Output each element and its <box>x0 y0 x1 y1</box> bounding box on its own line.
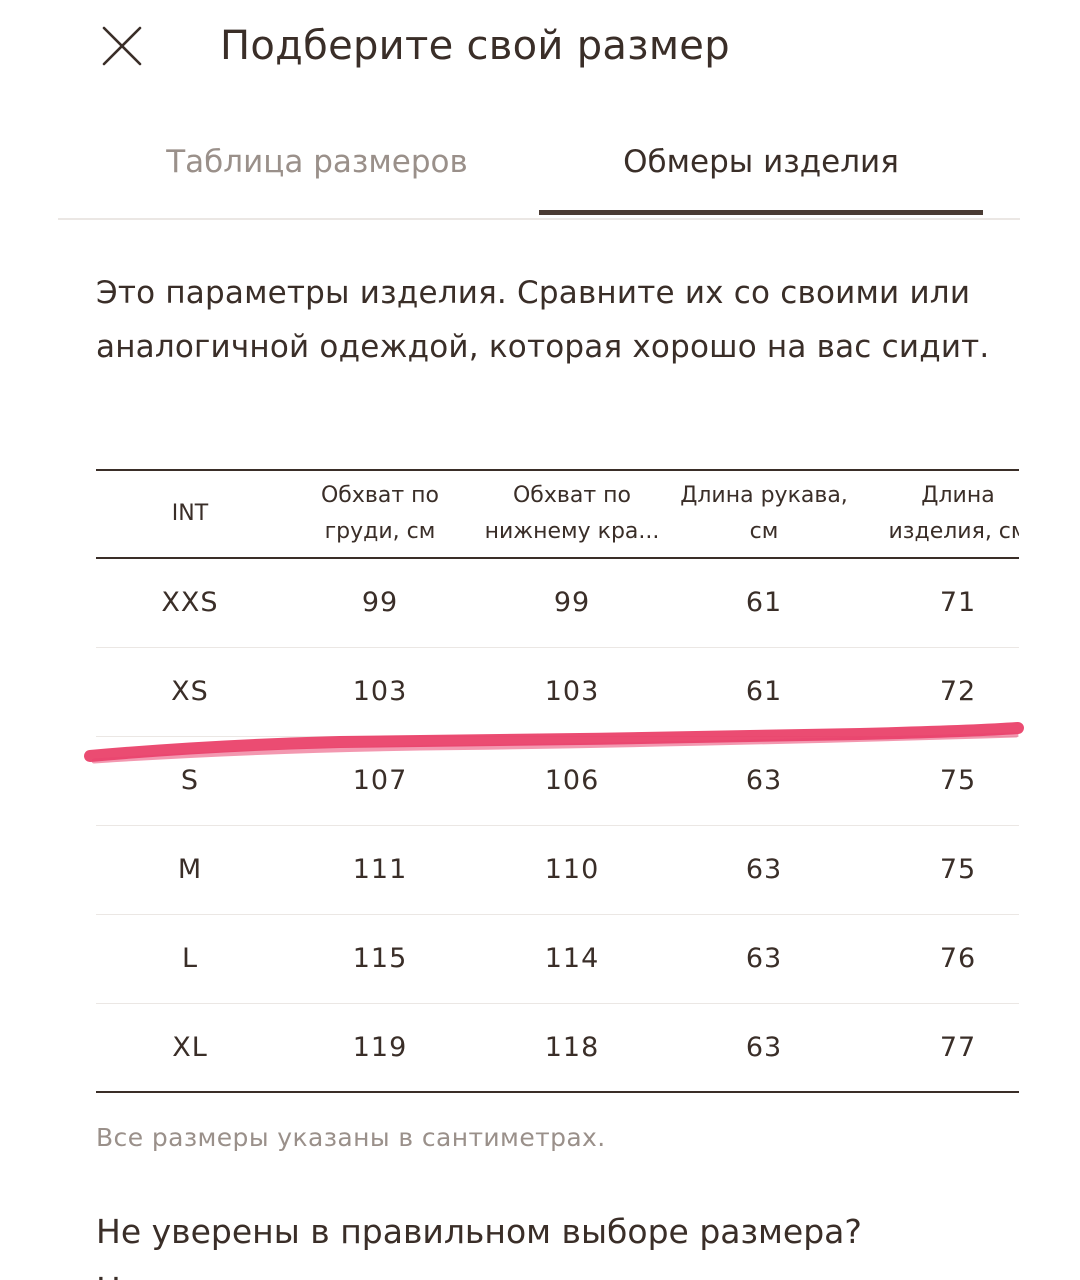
tab-bar: Таблица размеров Обмеры изделия <box>58 130 1020 220</box>
table-row: M 111 110 63 75 <box>96 825 1019 914</box>
header-chest: Обхват по груди, см <box>320 483 439 544</box>
cell-chest: 107 <box>352 765 408 796</box>
cell-chest: 111 <box>352 854 408 885</box>
cell-length: 75 <box>939 765 977 796</box>
truncated-text: Н <box>96 1266 126 1280</box>
cell-chest: 119 <box>352 1031 408 1063</box>
cell-length: 71 <box>939 587 977 619</box>
cell-sleeve: 63 <box>745 765 783 796</box>
description-text: Это параметры изделия. Сравните их со св… <box>96 275 990 365</box>
table-row: XS 103 103 61 72 <box>96 647 1019 736</box>
cell-size: S <box>180 765 200 796</box>
cell-chest: 103 <box>352 676 408 707</box>
table-row: S 107 106 63 75 <box>96 736 1019 825</box>
table-row: XXS 99 99 61 71 <box>96 558 1019 647</box>
cell-size: XXS <box>161 587 219 619</box>
table-row: L 115 114 63 76 <box>96 914 1019 1003</box>
table-header-row: INT Обхват по груди, см Обхват по нижнему … <box>96 470 1019 558</box>
cell-length: 76 <box>939 943 977 974</box>
cell-sleeve: 63 <box>745 943 783 974</box>
table-row: XL 119 118 63 77 <box>96 1003 1019 1092</box>
cell-sleeve: 61 <box>745 676 783 707</box>
active-tab-indicator <box>539 210 983 215</box>
close-button[interactable] <box>100 24 144 68</box>
cell-hem: 110 <box>544 854 600 885</box>
header-int: INT <box>171 501 209 526</box>
cell-length: 75 <box>939 854 977 885</box>
tab-size-chart[interactable]: Таблица размеров <box>166 144 468 180</box>
header-sleeve: Длина рукава, см <box>680 483 848 544</box>
cell-size: XS <box>171 676 209 707</box>
cell-size: M <box>177 854 203 885</box>
cell-hem: 114 <box>544 943 600 974</box>
cell-size: L <box>181 943 199 974</box>
cell-hem: 118 <box>544 1031 600 1063</box>
size-table-scroll[interactable]: INT Обхват по груди, см Обхват по нижнему … <box>96 469 1019 1099</box>
cell-sleeve: 63 <box>745 854 783 885</box>
cell-hem: 106 <box>544 765 600 796</box>
size-table: INT Обхват по груди, см Обхват по нижнему … <box>96 469 1019 1093</box>
cell-hem: 99 <box>553 587 591 619</box>
cell-sleeve: 61 <box>745 587 783 619</box>
units-note: Все размеры указаны в сантиметрах. <box>96 1123 606 1152</box>
close-icon <box>102 26 142 66</box>
cell-sleeve: 63 <box>745 1031 783 1063</box>
cell-length: 72 <box>939 676 977 707</box>
page-title: Подберите свой размер <box>220 23 730 69</box>
help-question: Не уверены в правильном выборе размера? <box>96 1212 862 1251</box>
header-length: Длина изделия, см <box>888 483 1019 544</box>
tab-garment-measurements[interactable]: Обмеры изделия <box>623 144 899 180</box>
cell-hem: 103 <box>544 676 600 707</box>
cell-chest: 115 <box>352 943 408 974</box>
header-hem: Обхват по нижнему кра... <box>484 483 660 544</box>
cell-size: XL <box>172 1031 208 1063</box>
cell-chest: 99 <box>361 587 399 619</box>
cell-length: 77 <box>939 1031 977 1063</box>
